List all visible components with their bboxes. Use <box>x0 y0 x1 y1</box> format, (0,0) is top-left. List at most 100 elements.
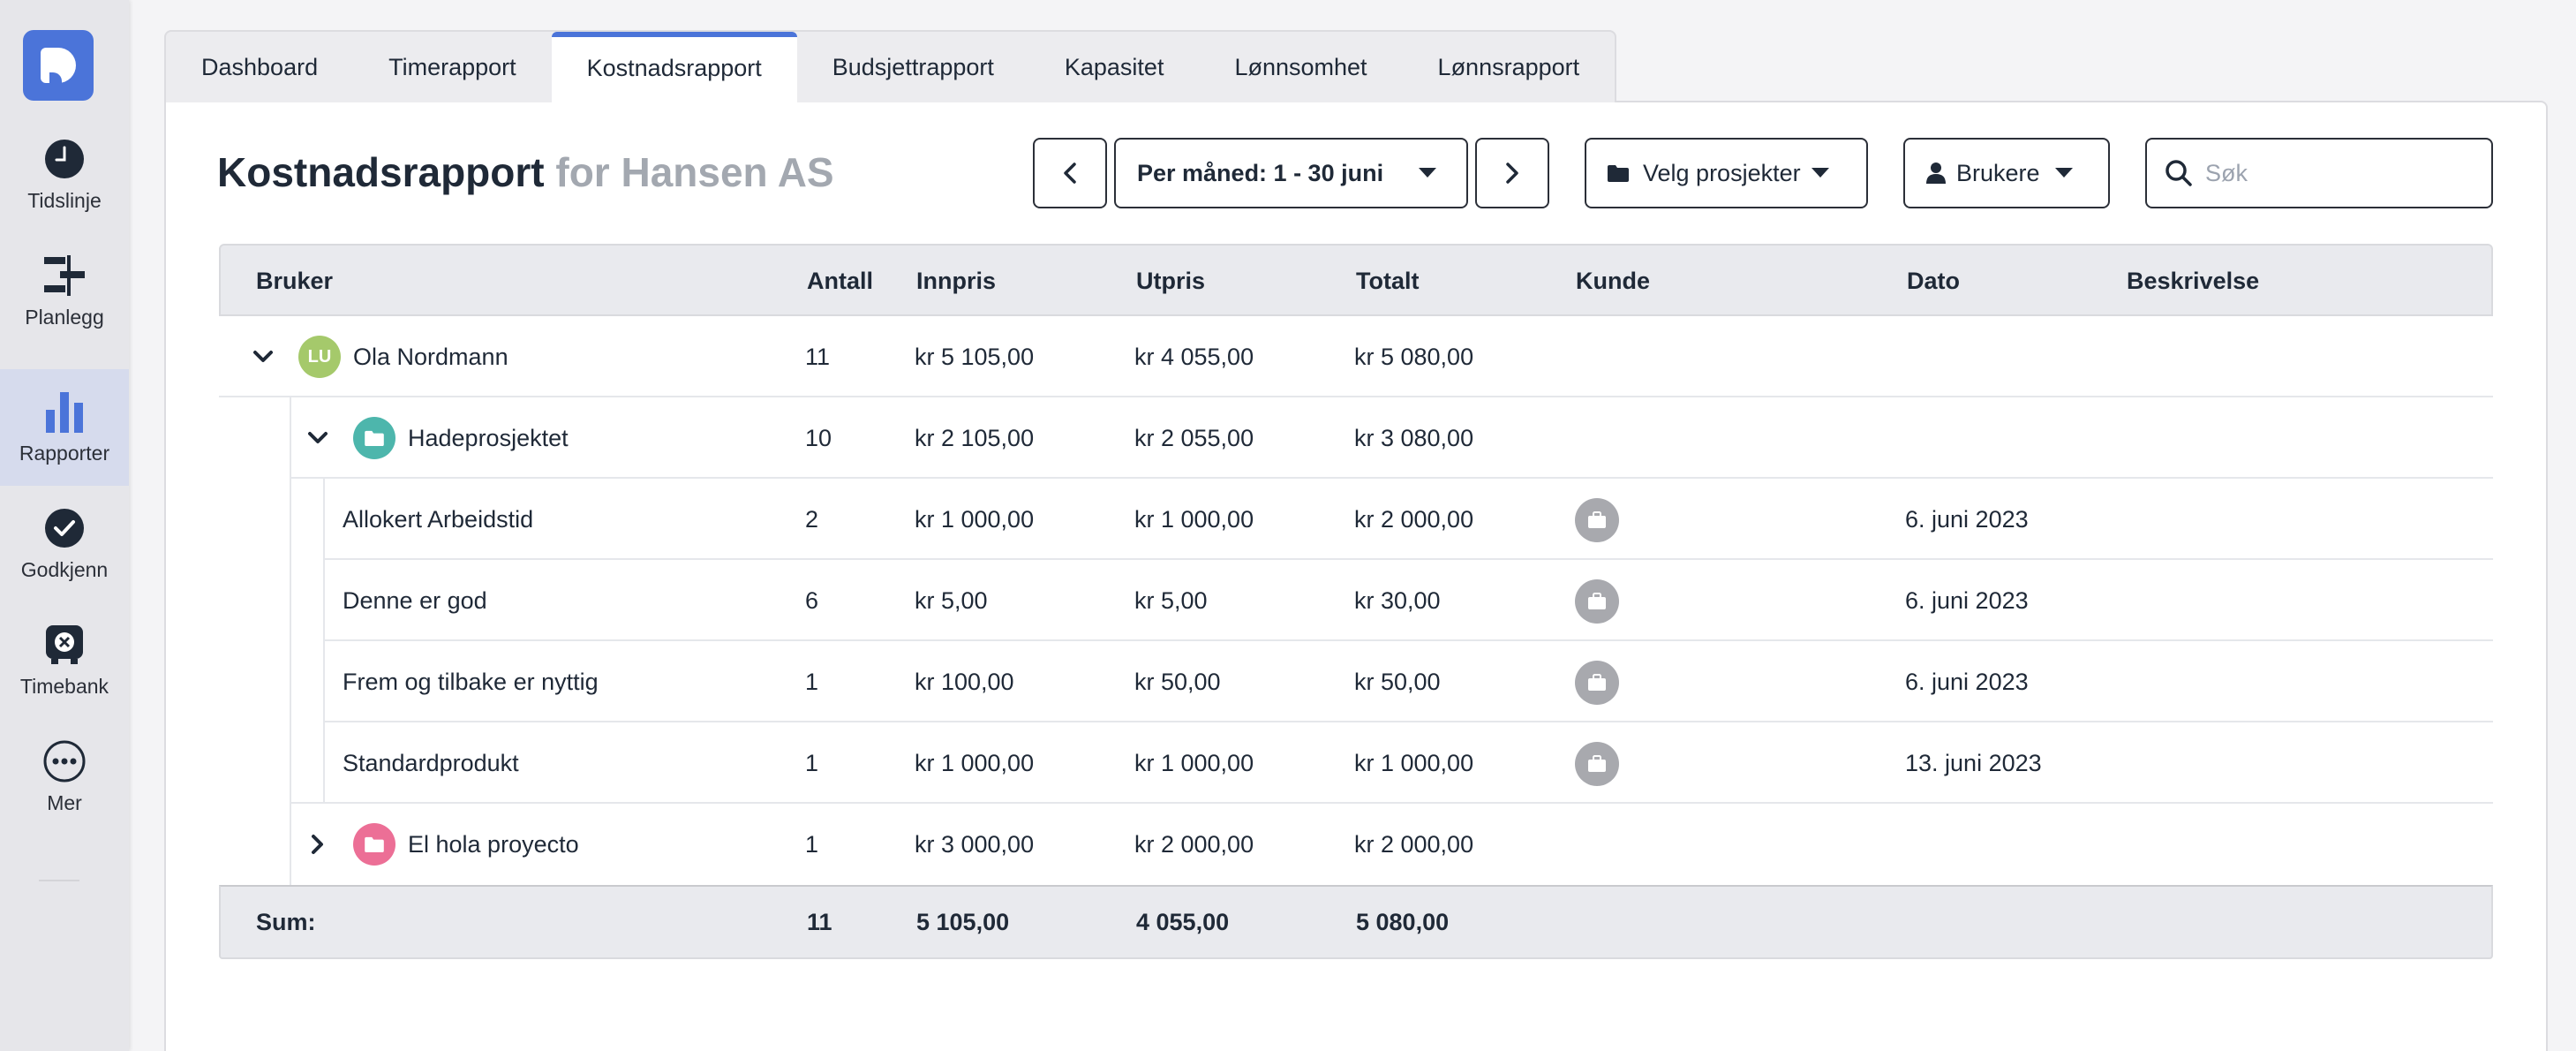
sidebar-item-label: Rapporter <box>19 441 110 465</box>
column-header-bruker[interactable]: Bruker <box>256 268 334 294</box>
sidebar-item-tidslinje[interactable]: Tidslinje <box>0 117 129 233</box>
tab-budsjettrapport[interactable]: Budsjettrapport <box>832 53 994 80</box>
column-header-kunde[interactable]: Kunde <box>1576 268 1650 294</box>
column-header-innpris[interactable]: Innpris <box>916 268 997 294</box>
cell-antall: 1 <box>805 831 819 858</box>
cell-innpris: kr 5,00 <box>915 587 988 614</box>
indent-guide <box>323 560 325 641</box>
sidebar-item-timebank[interactable]: Timebank <box>0 602 129 719</box>
table-row-item[interactable]: Frem og tilbake er nyttig 1 kr 100,00 kr… <box>219 641 2493 722</box>
search-box[interactable] <box>2145 138 2493 208</box>
cell-utpris: kr 5,00 <box>1134 587 1208 614</box>
cell-antall: 6 <box>805 587 819 614</box>
sidebar-item-label: Planlegg <box>25 305 104 329</box>
sidebar-item-rapporter[interactable]: Rapporter <box>0 369 129 486</box>
sidebar-item-godkjenn[interactable]: Godkjenn <box>0 486 129 602</box>
cell-totalt: kr 5 080,00 <box>1354 344 1474 370</box>
search-input[interactable] <box>2205 159 2488 187</box>
cell-antall: 10 <box>805 425 832 451</box>
cell-innpris: kr 1 000,00 <box>915 750 1035 776</box>
indent-guide <box>323 722 325 804</box>
cell-innpris: kr 5 105,00 <box>915 344 1035 370</box>
sidebar-item-planlegg[interactable]: Planlegg <box>0 233 129 350</box>
cell-totalt: kr 3 080,00 <box>1354 425 1474 451</box>
chevron-left-icon <box>1064 163 1076 184</box>
briefcase-icon <box>1575 579 1619 624</box>
collapse-chevron-icon[interactable] <box>249 343 277 371</box>
table-row-user[interactable]: LU Ola Nordmann 11 kr 5 105,00 kr 4 055,… <box>219 316 2493 397</box>
user-select-label: Brukere <box>1956 159 2040 186</box>
item-name: Frem og tilbake er nyttig <box>343 669 599 695</box>
column-header-beskrivelse[interactable]: Beskrivelse <box>2127 268 2260 294</box>
previous-period-button[interactable] <box>1033 138 1107 208</box>
report-tabs: Dashboard Timerapport Kostnadsrapport Bu… <box>164 30 1617 102</box>
table-row-project[interactable]: El hola proyecto 1 kr 3 000,00 kr 2 000,… <box>219 804 2493 885</box>
clock-icon <box>43 138 86 180</box>
column-header-utpris[interactable]: Utpris <box>1136 268 1206 294</box>
indent-guide <box>290 722 291 804</box>
indent-guide <box>290 804 291 885</box>
expand-chevron-icon[interactable] <box>304 830 332 858</box>
tab-timerapport[interactable]: Timerapport <box>388 53 516 80</box>
bar-chart-icon <box>43 390 86 433</box>
sidebar-item-label: Godkjenn <box>20 557 109 581</box>
more-dots-icon <box>43 740 86 783</box>
cell-dato: 6. juni 2023 <box>1905 506 2029 533</box>
app-logo[interactable] <box>23 30 94 101</box>
check-circle-icon <box>43 507 86 549</box>
project-select-label: Velg prosjekter <box>1643 159 1801 186</box>
tab-lonnsrapport[interactable]: Lønnsrapport <box>1437 53 1580 80</box>
cell-dato: 6. juni 2023 <box>1905 587 2029 614</box>
caret-down-icon <box>2055 168 2073 178</box>
column-header-antall[interactable]: Antall <box>807 268 874 294</box>
row-divider <box>290 802 2493 804</box>
logo-icon <box>41 48 76 83</box>
table-row-project[interactable]: Hadeprosjektet 10 kr 2 105,00 kr 2 055,0… <box>219 397 2493 479</box>
next-period-button[interactable] <box>1475 138 1549 208</box>
sum-innpris: 5 105,00 <box>916 909 1010 935</box>
cell-totalt: kr 2 000,00 <box>1354 506 1474 533</box>
page-title-company: for Hansen AS <box>555 149 834 195</box>
caret-down-icon <box>1419 168 1436 178</box>
period-select[interactable]: Per måned: 1 - 30 juni <box>1114 138 1468 208</box>
user-select[interactable]: Brukere <box>1903 138 2110 208</box>
tab-kostnadsrapport[interactable]: Kostnadsrapport <box>551 32 797 102</box>
briefcase-icon <box>1575 498 1619 542</box>
column-header-dato[interactable]: Dato <box>1907 268 1960 294</box>
collapse-chevron-icon[interactable] <box>304 424 332 452</box>
cell-antall: 2 <box>805 506 819 533</box>
period-label: Per måned: 1 - 30 juni <box>1137 159 1384 186</box>
project-folder-icon <box>353 417 395 459</box>
user-icon <box>1926 163 1946 184</box>
table-row-item[interactable]: Allokert Arbeidstid 2 kr 1 000,00 kr 1 0… <box>219 479 2493 560</box>
table-row-item[interactable]: Denne er god 6 kr 5,00 kr 5,00 kr 30,00 … <box>219 560 2493 641</box>
tab-kapasitet[interactable]: Kapasitet <box>1064 53 1164 80</box>
timebank-icon <box>43 624 86 666</box>
cell-totalt: kr 2 000,00 <box>1354 831 1474 858</box>
cell-dato: 13. juni 2023 <box>1905 750 2042 776</box>
project-name: Hadeprosjektet <box>408 425 569 451</box>
avatar: LU <box>298 336 341 378</box>
indent-guide <box>323 479 325 560</box>
caret-down-icon <box>1811 168 1829 178</box>
sum-totalt: 5 080,00 <box>1356 909 1450 935</box>
project-select[interactable]: Velg prosjekter <box>1585 138 1868 208</box>
cell-totalt: kr 1 000,00 <box>1354 750 1474 776</box>
row-divider <box>323 721 2493 722</box>
row-divider <box>219 396 2493 397</box>
sum-antall: 11 <box>807 909 832 935</box>
tab-dashboard[interactable]: Dashboard <box>201 53 319 80</box>
table-row-item[interactable]: Standardprodukt 1 kr 1 000,00 kr 1 000,0… <box>219 722 2493 804</box>
cell-antall: 1 <box>805 669 819 695</box>
item-name: Standardprodukt <box>343 750 519 776</box>
tab-lonnsomhet[interactable]: Lønnsomhet <box>1234 53 1367 80</box>
briefcase-icon <box>1575 661 1619 705</box>
folder-icon <box>1608 165 1629 182</box>
table-header: Bruker Antall Innpris Utpris Totalt Kund… <box>219 244 2493 316</box>
cell-utpris: kr 1 000,00 <box>1134 750 1254 776</box>
sidebar-item-mer[interactable]: Mer <box>0 719 129 836</box>
row-divider <box>323 639 2493 641</box>
column-header-totalt[interactable]: Totalt <box>1356 268 1420 294</box>
chevron-right-icon <box>1506 163 1518 184</box>
planner-icon <box>43 254 86 297</box>
